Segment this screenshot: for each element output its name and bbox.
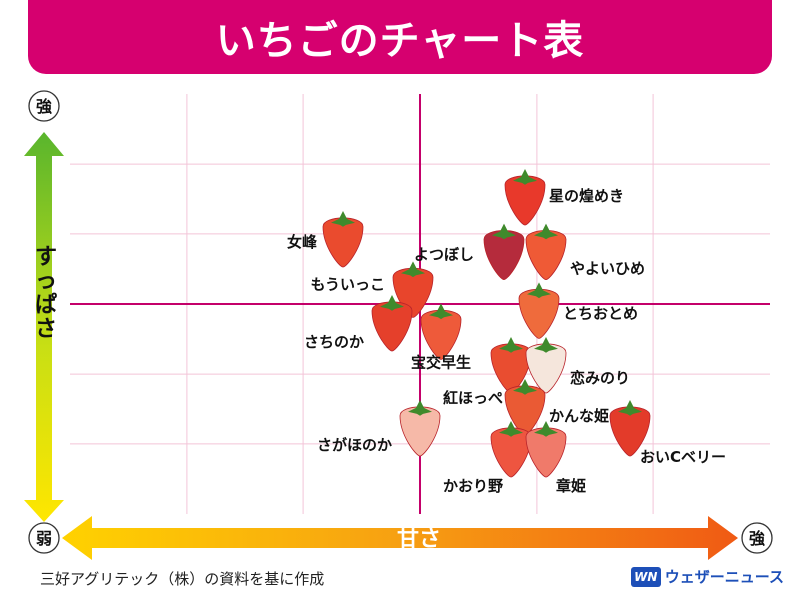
point-label: よつぼし [414,246,474,264]
point-label: 女峰 [287,233,318,251]
source-note: 三好アグリテック（株）の資料を基に作成 [40,570,325,588]
point-label: さがほのか [317,436,392,454]
data-point: さがほのか [317,400,441,457]
x-low-label: 弱 [36,529,52,548]
data-point: かおり野 [443,421,532,495]
title-bar: いちごのチャート表 [28,0,772,74]
point-label: 宝交早生 [411,353,471,371]
strawberry-leaf-icon [534,223,558,240]
data-point: おいCベリー [609,400,726,466]
data-point: かんな姫 [504,379,609,436]
point-label: かおり野 [443,477,503,495]
point-label: とちおとめ [563,304,638,322]
data-point: 女峰 [287,211,364,268]
x-high-label: 強 [749,529,765,548]
point-label: 恋みのり [570,369,630,387]
point-label: かんな姫 [549,407,609,425]
strawberry-leaf-icon [499,337,523,353]
point-label: やよいひめ [570,260,645,278]
data-point: さちのか [304,295,413,352]
strawberry-leaf-icon [499,421,523,437]
brand: WN ウェザーニュース [630,566,784,587]
x-axis-label: 甘さ [397,527,441,552]
data-point: もういっこ [310,261,434,318]
chart-title: いちごのチャート表 [215,18,585,64]
strawberry-leaf-icon [380,295,404,311]
strawberry-leaf-icon [429,303,453,320]
strawberry-leaf-icon [331,211,355,227]
data-point: 紅ほっぺ [443,337,532,407]
data-point: よつぼし [414,223,525,281]
x-axis-arrow [62,516,738,560]
x-high-badge [741,522,773,554]
strawberry-leaf-icon [513,169,537,185]
strawberry-leaf-icon [534,421,558,437]
y-high-label: 強 [36,97,52,116]
point-label: 紅ほっぺ [443,389,503,407]
point-label: もういっこ [310,275,385,293]
y-axis-arrow [24,132,64,522]
data-point: 章姫 [525,421,586,495]
data-point: 宝交早生 [411,303,471,371]
strawberry-leaf-icon [534,337,558,353]
x-low-badge [28,522,60,554]
strawberry-leaf-icon [492,223,516,240]
y-high-badge [28,90,60,122]
point-label: 星の煌めき [549,187,624,205]
brand-logo-icon: WN [630,566,661,587]
strawberry-leaf-icon [408,400,432,416]
y-axis-label: すっぱさ [35,245,57,342]
data-point: 恋みのり [525,337,630,394]
data-point: とちおとめ [518,282,638,339]
strawberry-leaf-icon [513,379,537,395]
strawberry-leaf-icon [527,282,551,299]
point-label: おいCベリー [640,448,726,466]
brand-name: ウェザーニュース [664,568,784,586]
data-point: やよいひめ [525,223,645,281]
strawberry-leaf-icon [618,400,642,416]
axes: 強 弱 強 甘さ すっぱさ [24,90,773,560]
data-point: 星の煌めき [504,169,624,226]
strawberry-leaf-icon [401,261,425,278]
point-label: 章姫 [556,477,586,495]
point-label: さちのか [304,333,364,351]
